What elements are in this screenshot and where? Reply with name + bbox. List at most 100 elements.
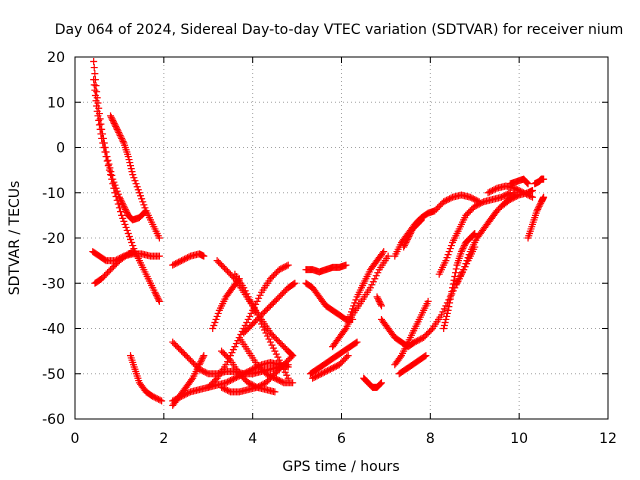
x-tick-label: 12 bbox=[599, 431, 617, 447]
data-point bbox=[271, 347, 279, 355]
data-point bbox=[155, 296, 163, 304]
data-point bbox=[250, 364, 258, 372]
data-point bbox=[315, 371, 323, 379]
data-point bbox=[154, 294, 162, 302]
data-point bbox=[259, 309, 267, 317]
data-point bbox=[201, 368, 209, 376]
data-point bbox=[268, 373, 276, 381]
data-point bbox=[535, 202, 543, 210]
data-point bbox=[209, 325, 217, 332]
data-point bbox=[462, 260, 470, 268]
data-point bbox=[403, 236, 411, 244]
data-point bbox=[377, 379, 385, 387]
data-point bbox=[262, 370, 270, 378]
data-point bbox=[112, 122, 120, 130]
data-point bbox=[506, 196, 514, 204]
data-point bbox=[109, 116, 117, 124]
data-point bbox=[459, 245, 467, 253]
data-point bbox=[184, 254, 192, 262]
data-point bbox=[96, 125, 104, 133]
data-point bbox=[123, 208, 131, 216]
data-point bbox=[278, 290, 286, 298]
data-point bbox=[494, 205, 502, 213]
data-point bbox=[185, 355, 193, 363]
data-point bbox=[152, 394, 160, 402]
data-point bbox=[173, 343, 181, 351]
data-point bbox=[226, 377, 234, 385]
data-point bbox=[471, 196, 479, 204]
data-point bbox=[444, 251, 452, 259]
data-point bbox=[244, 293, 252, 301]
data-point bbox=[465, 208, 473, 216]
data-point bbox=[431, 207, 439, 215]
data-point bbox=[206, 382, 214, 390]
data-point bbox=[417, 216, 425, 224]
data-point bbox=[401, 240, 409, 248]
data-point bbox=[127, 165, 135, 173]
plot-frame bbox=[74, 56, 609, 420]
data-point bbox=[118, 199, 126, 207]
data-point bbox=[407, 228, 415, 236]
data-point bbox=[231, 374, 239, 382]
data-point bbox=[241, 376, 249, 384]
data-point bbox=[404, 234, 412, 242]
data-point bbox=[442, 302, 450, 310]
data-point bbox=[137, 192, 145, 200]
x-tick-label: 2 bbox=[159, 431, 168, 447]
data-point bbox=[323, 367, 331, 375]
data-point bbox=[477, 199, 485, 207]
data-point bbox=[265, 376, 273, 384]
data-point bbox=[253, 383, 261, 391]
data-point bbox=[155, 297, 163, 305]
data-point bbox=[128, 239, 136, 247]
data-point bbox=[173, 259, 181, 267]
y-tick-label: -30 bbox=[42, 276, 65, 292]
data-point bbox=[263, 332, 271, 340]
data-point bbox=[200, 352, 208, 360]
data-point bbox=[124, 229, 132, 237]
data-point bbox=[269, 332, 277, 340]
data-point bbox=[232, 340, 240, 348]
data-point bbox=[126, 159, 134, 167]
data-point bbox=[375, 296, 383, 304]
data-point bbox=[107, 112, 115, 120]
data-point bbox=[175, 344, 183, 352]
data-point bbox=[411, 338, 419, 346]
data-point bbox=[446, 295, 454, 303]
data-point bbox=[277, 340, 285, 348]
data-point bbox=[491, 185, 499, 193]
data-point bbox=[222, 386, 230, 394]
data-point bbox=[376, 299, 384, 307]
data-point bbox=[204, 383, 212, 391]
data-point bbox=[185, 389, 193, 397]
data-point bbox=[262, 329, 270, 337]
data-point bbox=[172, 341, 180, 349]
data-point bbox=[243, 368, 251, 376]
data-point bbox=[116, 131, 124, 139]
data-point bbox=[259, 367, 267, 375]
data-point bbox=[188, 358, 196, 366]
data-point bbox=[469, 195, 477, 203]
data-point bbox=[280, 361, 288, 369]
data-point bbox=[368, 281, 376, 289]
data-point bbox=[440, 321, 448, 329]
data-point bbox=[290, 280, 298, 288]
data-points bbox=[89, 58, 548, 409]
data-point bbox=[322, 367, 330, 375]
data-point bbox=[170, 260, 178, 268]
data-point bbox=[332, 362, 340, 370]
data-point bbox=[215, 258, 223, 266]
data-point bbox=[499, 193, 507, 201]
data-point bbox=[102, 153, 110, 161]
data-point bbox=[269, 272, 277, 280]
data-point bbox=[281, 359, 289, 367]
data-point bbox=[319, 369, 327, 377]
data-point bbox=[442, 257, 450, 265]
data-point bbox=[439, 308, 447, 316]
data-point bbox=[461, 263, 469, 271]
data-point bbox=[414, 337, 422, 345]
data-point bbox=[95, 116, 103, 124]
data-point bbox=[169, 338, 177, 346]
data-point bbox=[278, 264, 286, 272]
data-point bbox=[99, 273, 107, 281]
